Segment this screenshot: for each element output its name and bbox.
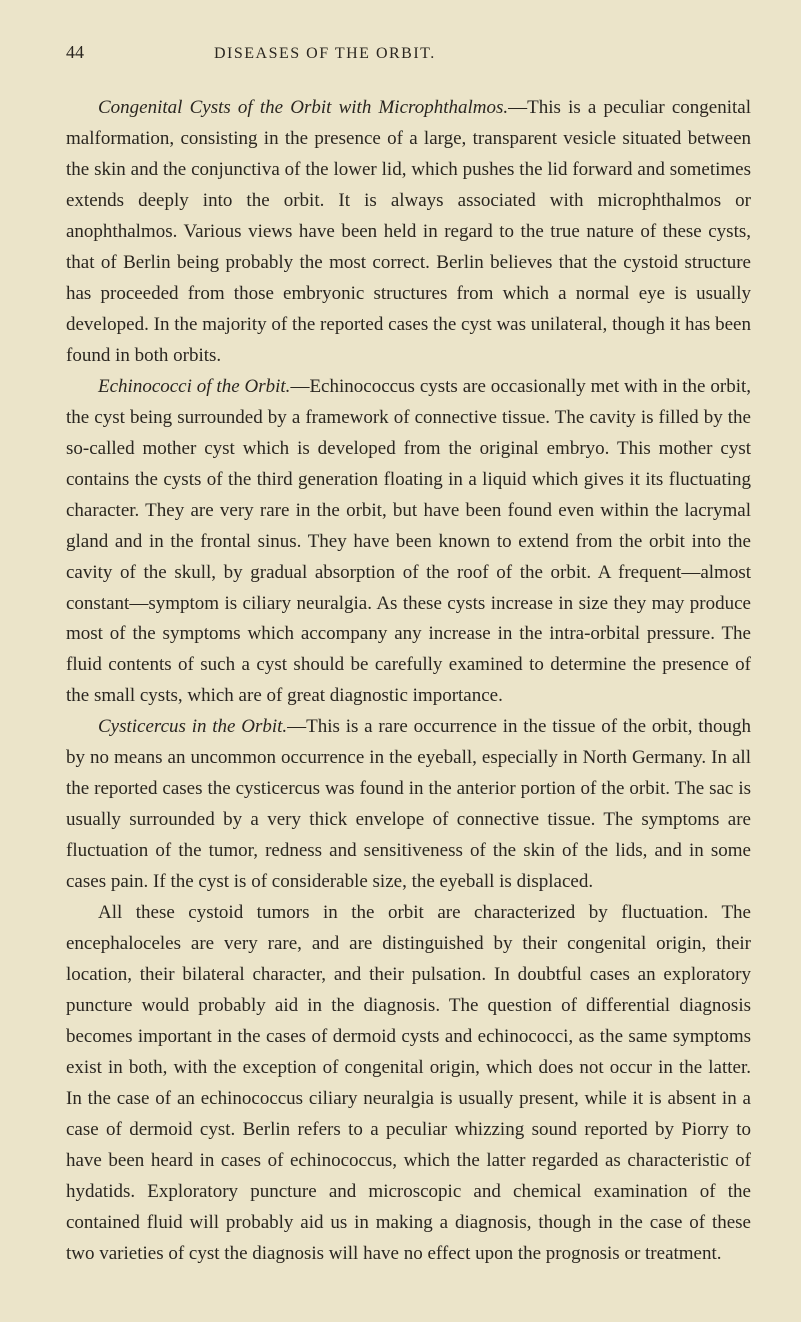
page-number: 44 — [66, 42, 84, 63]
paragraph-body-2: —Echinococcus cysts are occasionally met… — [66, 376, 751, 707]
paragraph-body-1: —This is a peculiar congenital malformat… — [66, 97, 751, 366]
paragraph-2: Echinococci of the Orbit.—Echinococcus c… — [66, 372, 751, 713]
paragraph-body-4: All these cystoid tumors in the orbit ar… — [66, 902, 751, 1264]
paragraph-4: All these cystoid tumors in the orbit ar… — [66, 898, 751, 1270]
paragraph-lead-1: Congenital Cysts of the Orbit with Micro… — [98, 97, 508, 118]
paragraph-3: Cysticercus in the Orbit.—This is a rare… — [66, 712, 751, 898]
paragraph-body-3: —This is a rare occurrence in the tissue… — [66, 716, 751, 892]
body-text: Congenital Cysts of the Orbit with Micro… — [66, 93, 751, 1270]
paragraph-lead-3: Cysticercus in the Orbit. — [98, 716, 287, 737]
paragraph-lead-2: Echinococci of the Orbit. — [98, 376, 290, 397]
page-header: 44 DISEASES OF THE ORBIT. — [66, 42, 751, 63]
paragraph-1: Congenital Cysts of the Orbit with Micro… — [66, 93, 751, 372]
running-title: DISEASES OF THE ORBIT. — [214, 45, 436, 63]
